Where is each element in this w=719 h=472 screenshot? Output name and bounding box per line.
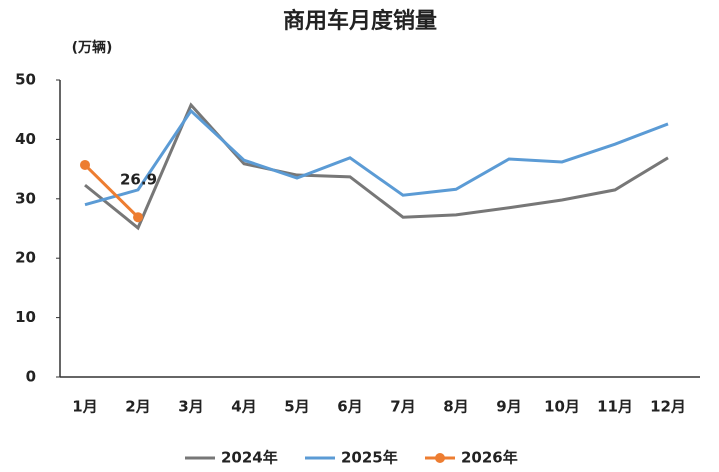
x-tick-label: 2月 — [125, 398, 150, 416]
legend-label: 2024年 — [221, 449, 278, 467]
data-label: 26.9 — [120, 171, 157, 189]
x-tick-label: 3月 — [178, 398, 203, 416]
x-tick-label: 8月 — [443, 398, 468, 416]
chart-title: 商用车月度销量 — [283, 8, 437, 34]
y-tick-label: 20 — [15, 249, 36, 267]
y-axis-label: (万辆) — [72, 39, 113, 56]
point — [133, 212, 143, 223]
x-tick-label: 10月 — [544, 398, 580, 416]
series-line — [84, 108, 669, 207]
y-tick-label: 0 — [26, 368, 36, 386]
x-tick-label: 1月 — [72, 398, 97, 416]
y-tick-label: 50 — [15, 71, 36, 89]
x-tick-label: 7月 — [390, 398, 415, 416]
y-tick-label: 10 — [15, 308, 36, 326]
legend-marker — [435, 453, 445, 463]
y-tick-label: 40 — [15, 130, 36, 148]
x-tick-label: 5月 — [284, 398, 309, 416]
x-tick-label: 9月 — [496, 398, 521, 416]
series-line — [83, 163, 140, 219]
x-tick-label: 4月 — [231, 398, 256, 416]
y-tick-label: 30 — [15, 189, 36, 207]
series-line — [84, 102, 669, 231]
legend-label: 2026年 — [461, 449, 518, 467]
legend-label: 2025年 — [341, 449, 398, 467]
x-tick-label: 6月 — [337, 398, 362, 416]
point — [80, 159, 90, 170]
x-tick-label: 12月 — [650, 398, 686, 416]
x-tick-label: 11月 — [597, 398, 633, 416]
